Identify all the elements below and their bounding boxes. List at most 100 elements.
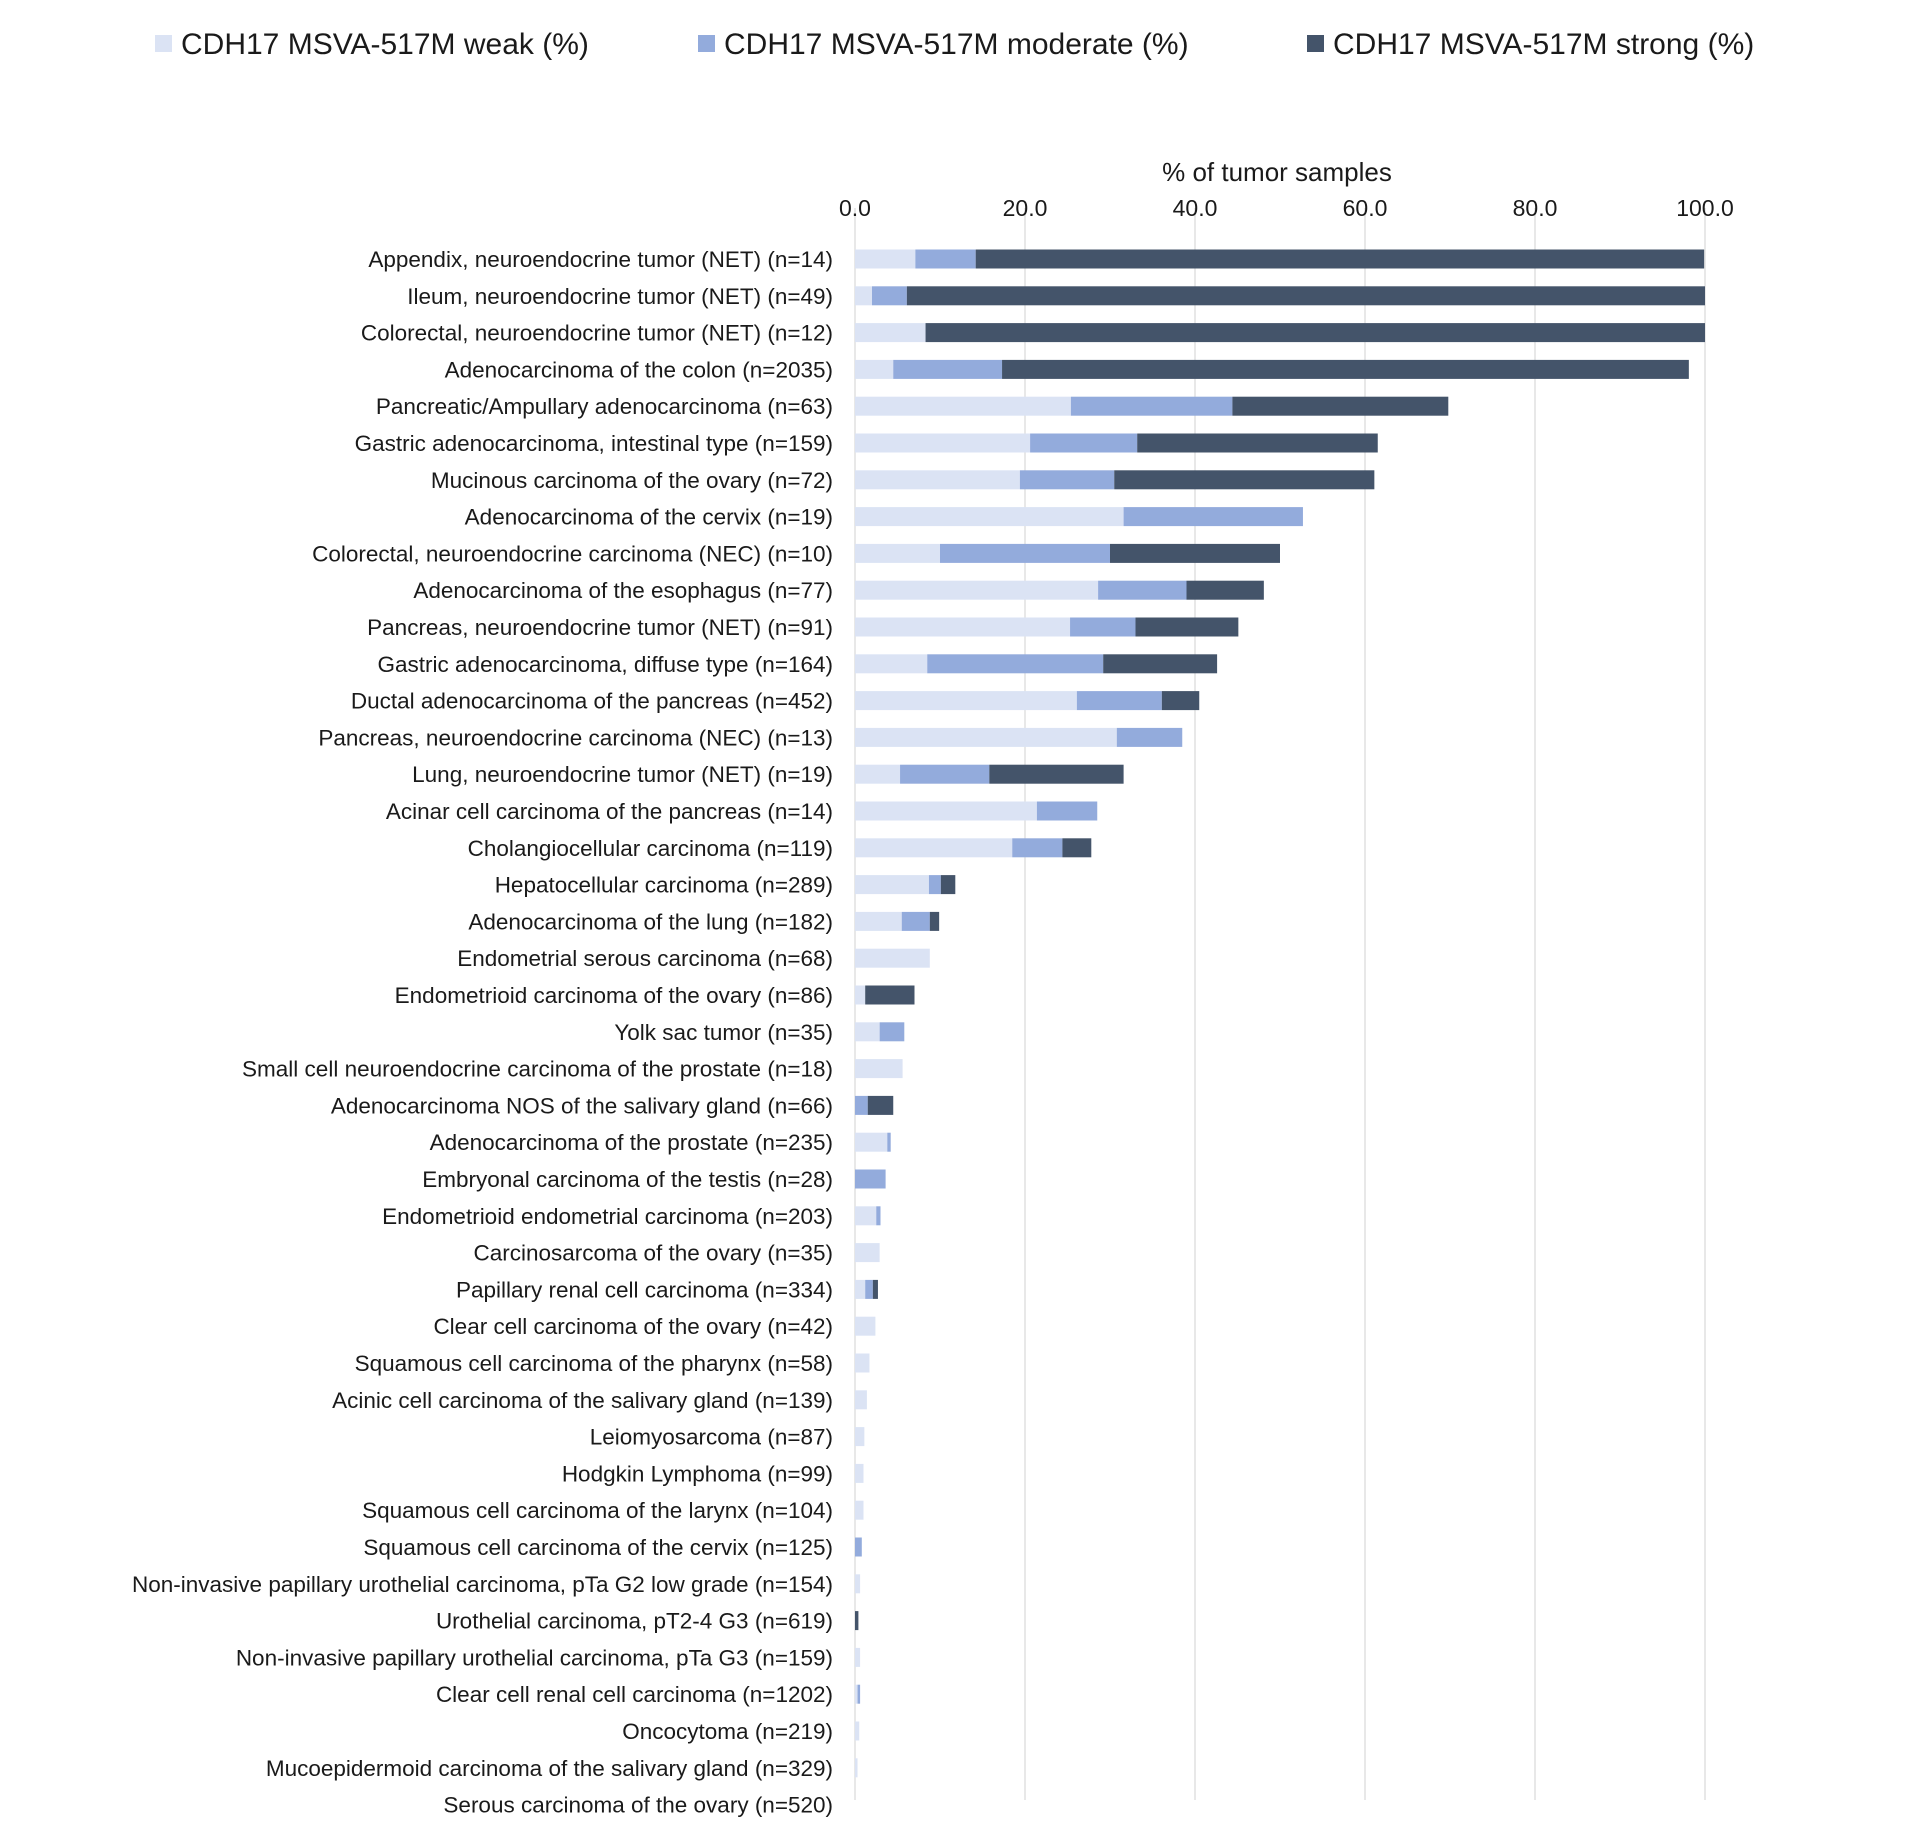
bar-segment-moderate [857,1684,861,1704]
category-label: Squamous cell carcinoma of the larynx (n… [362,1498,833,1523]
bar-segment-weak [855,433,1031,453]
bars [855,249,1705,1778]
category-label: Colorectal, neuroendocrine carcinoma (NE… [312,541,833,566]
bar-segment-weak [855,1427,865,1447]
bar-segment-weak [855,911,902,931]
bar-segment-strong [867,1095,894,1115]
category-label: Endometrioid carcinoma of the ovary (n=8… [395,983,833,1008]
bar-segment-weak [855,1353,870,1373]
bar-segment-moderate [872,286,907,306]
category-labels: Appendix, neuroendocrine tumor (NET) (n=… [132,247,833,1818]
category-label: Endometrial serous carcinoma (n=68) [457,946,833,971]
bar-segment-moderate [855,1169,886,1189]
legend-label: CDH17 MSVA-517M weak (%) [181,28,589,61]
bar-segment-moderate [865,1279,873,1299]
bar-segment-weak [855,1243,880,1263]
legend-label: CDH17 MSVA-517M strong (%) [1333,28,1754,61]
legend-label: CDH17 MSVA-517M moderate (%) [724,28,1189,61]
category-label: Mucoepidermoid carcinoma of the salivary… [266,1756,833,1781]
bar-segment-weak [855,1500,864,1520]
bar-segment-strong [1062,838,1092,858]
bar-segment-strong [1135,617,1239,637]
bar-segment-moderate [1012,838,1063,858]
category-label: Yolk sac tumor (n=35) [614,1020,833,1045]
bar-segment-weak [855,764,901,784]
bar-segment-weak [855,875,929,895]
bar-segment-strong [975,249,1705,269]
category-label: Adenocarcinoma NOS of the salivary gland… [331,1093,833,1118]
bar-segment-weak [855,1463,864,1483]
bar-segment-strong [989,764,1124,784]
category-label: Serous carcinoma of the ovary (n=520) [443,1793,833,1818]
bar-segment-moderate [915,249,976,269]
category-label: Squamous cell carcinoma of the pharynx (… [355,1351,833,1376]
category-label: Endometrioid endometrial carcinoma (n=20… [382,1204,833,1229]
bar-segment-strong [1114,470,1375,490]
legend-swatch [698,35,715,52]
bar-segment-strong [865,985,915,1005]
bar-segment-strong [1103,654,1218,674]
bar-segment-weak [855,1758,858,1778]
bar-segment-moderate [901,911,930,931]
category-label: Adenocarcinoma of the prostate (n=235) [430,1130,833,1155]
bar-segment-strong [1232,396,1449,416]
bar-segment-weak [855,1059,903,1079]
category-label: Hepatocellular carcinoma (n=289) [495,873,833,898]
bar-segment-weak [855,249,916,269]
x-tick-label: 80.0 [1513,195,1558,221]
category-label: Carcinosarcoma of the ovary (n=35) [473,1241,833,1266]
bar-segment-moderate [879,1022,905,1042]
bar-segment-moderate [893,359,1003,379]
category-label: Cholangiocellular carcinoma (n=119) [468,836,833,861]
bar-segment-weak [855,396,1071,416]
bar-segment-strong [925,323,1705,343]
legend: CDH17 MSVA-517M weak (%) CDH17 MSVA-517M … [155,28,1754,61]
bar-segment-moderate [855,1095,868,1115]
bar-segment-moderate [927,654,1104,674]
bar-segment-weak [855,1390,867,1410]
bar-segment-weak [855,948,930,968]
bar-segment-weak [855,323,926,343]
bar-segment-weak [855,727,1117,747]
category-label: Colorectal, neuroendocrine tumor (NET) (… [361,321,833,346]
bar-segment-weak [855,470,1020,490]
bar-segment-moderate [1070,617,1136,637]
bar-segment-strong [940,875,956,895]
bar-segment-weak [855,1684,858,1704]
category-label: Adenocarcinoma of the colon (n=2035) [445,357,833,382]
category-label: Clear cell carcinoma of the ovary (n=42) [433,1314,833,1339]
bar-segment-moderate [928,875,941,895]
bar-segment-moderate [1116,727,1183,747]
x-tick-label: 100.0 [1676,195,1734,221]
bar-segment-weak [855,286,872,306]
category-label: Ileum, neuroendocrine tumor (NET) (n=49) [407,284,833,309]
bar-segment-moderate [940,543,1110,563]
bar-segment-moderate [876,1206,881,1226]
category-label: Acinar cell carcinoma of the pancreas (n… [386,799,833,824]
bar-segment-weak [855,801,1037,821]
category-label: Lung, neuroendocrine tumor (NET) (n=19) [412,762,833,787]
bar-segment-weak [855,691,1077,711]
category-label: Acinic cell carcinoma of the salivary gl… [332,1388,833,1413]
bar-segment-weak [855,838,1013,858]
category-label: Adenocarcinoma of the esophagus (n=77) [413,578,833,603]
category-label: Gastric adenocarcinoma, diffuse type (n=… [378,652,833,677]
bar-segment-moderate [1123,507,1303,527]
x-axis-ticks: 0.0 20.0 40.0 60.0 80.0 100.0 [839,195,1734,221]
x-axis-title: % of tumor samples [1162,157,1392,187]
bar-segment-weak [855,1206,877,1226]
category-label: Papillary renal cell carcinoma (n=334) [456,1277,833,1302]
bar-segment-weak [855,1132,888,1152]
legend-swatch [1307,35,1324,52]
category-label: Small cell neuroendocrine carcinoma of t… [242,1057,833,1082]
bar-segment-moderate [887,1132,891,1152]
bar-segment-moderate [1076,691,1162,711]
bar-segment-strong [1186,580,1264,600]
category-label: Clear cell renal cell carcinoma (n=1202) [436,1682,833,1707]
category-label: Appendix, neuroendocrine tumor (NET) (n=… [368,247,833,272]
bar-segment-weak [855,985,866,1005]
category-label: Pancreas, neuroendocrine tumor (NET) (n=… [367,615,833,640]
category-label: Mucinous carcinoma of the ovary (n=72) [431,468,833,493]
bar-segment-strong [1002,359,1689,379]
